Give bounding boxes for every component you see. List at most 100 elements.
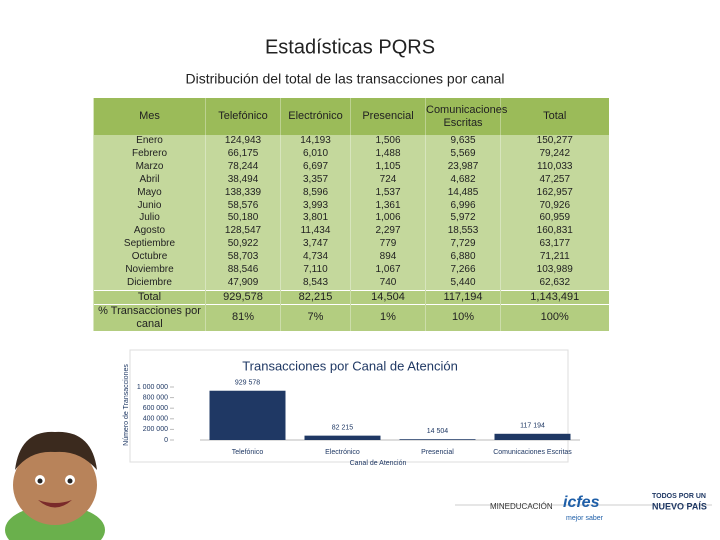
table-row: Total 929,578 82,215 14,504 117,194 1,143,491 — [93, 289, 609, 305]
table-cell: 1,488 — [350, 147, 426, 161]
table-cell: 2,297 — [350, 225, 426, 239]
table-row: Junio 58,576 3,993 1,361 6,996 70,926 — [93, 199, 609, 213]
table-cell: Septiembre — [93, 238, 206, 252]
table-cell: 9,635 — [425, 135, 501, 148]
table-cell: 23,987 — [425, 160, 501, 174]
table-cell: Total — [93, 289, 206, 305]
table-row: % Transacciones por canal 81% 7% 1% 10% 100% — [93, 303, 609, 331]
table-cell: 4,734 — [280, 251, 351, 265]
table-cell: 58,576 — [205, 199, 281, 213]
table-cell: Telefónico — [205, 98, 281, 135]
table-cell: Enero — [93, 135, 206, 148]
table-cell: Julio — [93, 212, 206, 226]
slide-subtitle: Distribución del total de las transaccio… — [185, 71, 504, 87]
table-row: Diciembre 47,909 8,543 740 5,440 62,632 — [93, 276, 609, 291]
table-cell: 124,943 — [205, 135, 281, 148]
x-tick-label: Comunicaciones Escritas — [493, 449, 572, 456]
logo-gobierno-2: NUEVO PAÍS — [652, 501, 707, 511]
table-cell: 58,703 — [205, 251, 281, 265]
slide-title: Estadísticas PQRS — [265, 36, 435, 58]
table-cell: 38,494 — [205, 173, 281, 187]
table-row: Enero 124,943 14,193 1,506 9,635 150,277 — [93, 135, 609, 148]
table-cell: 14,485 — [425, 186, 501, 200]
table-cell: 18,553 — [425, 225, 501, 239]
table-row: Mayo 138,339 8,596 1,537 14,485 162,957 — [93, 186, 609, 200]
table-cell: Comunicaciones Escritas — [425, 98, 507, 135]
table-cell: 3,993 — [280, 199, 351, 213]
table-cell: 5,569 — [425, 147, 501, 161]
table-row: Febrero 66,175 6,010 1,488 5,569 79,242 — [93, 147, 609, 161]
table-cell: Mayo — [93, 186, 206, 200]
table-cell: Febrero — [93, 147, 206, 161]
table-row: Abril 38,494 3,357 724 4,682 47,257 — [93, 173, 609, 187]
table-cell: 11,434 — [280, 225, 351, 239]
table-cell: 47,257 — [500, 173, 609, 187]
x-tick-label: Electrónico — [325, 449, 360, 456]
table-cell: % Transacciones por canal — [93, 303, 206, 331]
y-axis-label: Número de Transacciones — [123, 364, 130, 446]
table-cell: 8,596 — [280, 186, 351, 200]
table-cell: 160,831 — [500, 225, 609, 239]
bar — [494, 433, 571, 440]
table-cell: 5,440 — [425, 276, 501, 291]
table-cell: 117,194 — [425, 289, 501, 305]
table-cell: 5,972 — [425, 212, 501, 226]
table-cell: 724 — [350, 173, 426, 187]
table-cell: 929,578 — [205, 289, 281, 305]
table-row: Noviembre 88,546 7,110 1,067 7,266 103,989 — [93, 264, 609, 277]
table-cell: 6,996 — [425, 199, 501, 213]
value-label: 117 194 — [520, 423, 545, 430]
table-cell: 79,242 — [500, 147, 609, 161]
logo-icfes-tagline: mejor saber — [566, 515, 604, 522]
table-cell: 7,266 — [425, 264, 501, 277]
table-cell: Marzo — [93, 160, 206, 174]
table-cell: 894 — [350, 251, 426, 265]
table-cell: 4,682 — [425, 173, 501, 187]
table-cell: 7,729 — [425, 238, 501, 252]
table-cell: Abril — [93, 173, 206, 187]
table-cell: 1% — [350, 303, 426, 331]
table-cell: 3,747 — [280, 238, 351, 252]
y-tick-label: 400 000 — [143, 416, 168, 423]
y-tick-label: 1 000 000 — [137, 384, 168, 391]
y-tick-label: 0 — [164, 437, 168, 444]
table-cell: Agosto — [93, 225, 206, 239]
table-cell: 1,537 — [350, 186, 426, 200]
table-cell: 78,244 — [205, 160, 281, 174]
table-cell: Diciembre — [93, 276, 206, 291]
y-tick-label: 800 000 — [143, 394, 168, 401]
x-axis-label: Canal de Atención — [350, 460, 407, 467]
chart-title: Transacciones por Canal de Atención — [242, 358, 458, 373]
value-label: 14 504 — [427, 428, 449, 435]
table-cell: 7,110 — [280, 264, 351, 277]
value-label: 929 578 — [235, 380, 260, 387]
table-cell: 110,033 — [500, 160, 609, 174]
table-cell: 103,989 — [500, 264, 609, 277]
table-cell: 1,067 — [350, 264, 426, 277]
table-cell: 1,105 — [350, 160, 426, 174]
bar — [399, 439, 476, 440]
table-row: Julio 50,180 3,801 1,006 5,972 60,959 — [93, 212, 609, 226]
table-cell: 1,361 — [350, 199, 426, 213]
table-cell: 50,180 — [205, 212, 281, 226]
table-cell: 66,175 — [205, 147, 281, 161]
y-tick-label: 600 000 — [143, 405, 168, 412]
table-row: Octubre 58,703 4,734 894 6,880 71,211 — [93, 251, 609, 265]
bar — [304, 435, 381, 440]
value-label: 82 215 — [332, 424, 354, 431]
table-cell: 1,143,491 — [500, 289, 609, 305]
table-cell: 8,543 — [280, 276, 351, 291]
table-cell: 1,506 — [350, 135, 426, 148]
table-cell: 3,357 — [280, 173, 351, 187]
table-cell: 88,546 — [205, 264, 281, 277]
table-cell: 47,909 — [205, 276, 281, 291]
table-cell: 740 — [350, 276, 426, 291]
bar — [209, 390, 286, 440]
table-cell: 138,339 — [205, 186, 281, 200]
table-cell: Mes — [93, 98, 206, 135]
logo-mineducacion: MINEDUCACIÓN — [490, 502, 553, 511]
table-row: Mes Telefónico Electrónico Presencial Comuni… — [93, 98, 609, 135]
table-row: Septiembre 50,922 3,747 779 7,729 63,177 — [93, 238, 609, 252]
transactions-table: Mes Telefónico Electrónico Presencial Comuni… — [93, 98, 609, 331]
